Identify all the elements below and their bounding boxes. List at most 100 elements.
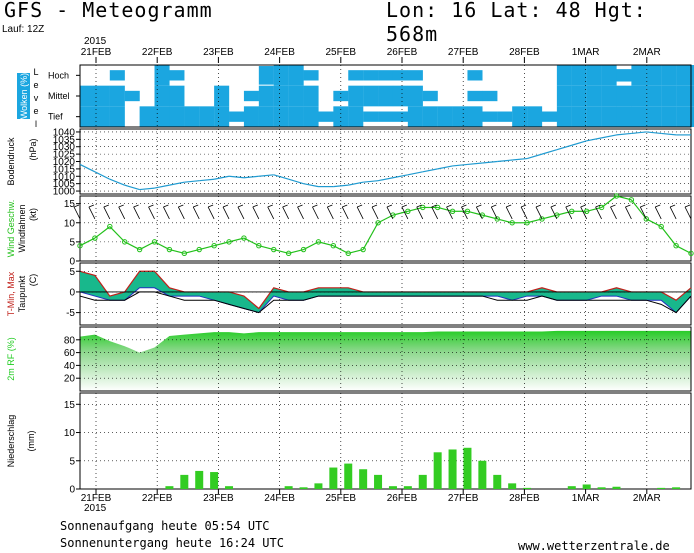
cloud-cell xyxy=(258,106,274,127)
cloud-cell xyxy=(94,106,110,127)
cloud-cell xyxy=(229,111,245,122)
wind-barb xyxy=(252,206,260,220)
cloud-cell xyxy=(154,65,170,86)
cloud-cell xyxy=(392,85,408,107)
pressure-line-segment xyxy=(288,178,304,185)
wind-barb xyxy=(535,206,543,220)
wind-line-segment xyxy=(94,226,111,239)
wind-ytick-label: 5 xyxy=(69,237,75,248)
precip-bar xyxy=(225,486,234,489)
pressure-line-segment xyxy=(422,168,438,173)
wind-line-segment xyxy=(646,218,662,228)
wind-barb-feather xyxy=(431,204,437,208)
precip-unit: (mm) xyxy=(26,431,36,452)
cloud-cell xyxy=(556,106,572,127)
wind-point xyxy=(673,243,679,249)
wind-barb-feather xyxy=(580,204,586,208)
pressure-ytick-label: 1015 xyxy=(53,164,76,175)
wind-ylabel2: Windfahnen xyxy=(17,204,27,252)
wind-barb xyxy=(192,206,200,220)
cloud-ylabel: Wolken (%) xyxy=(19,73,29,119)
cloud-cell xyxy=(318,111,334,122)
pressure-line-segment xyxy=(303,183,319,188)
precip-bar xyxy=(567,486,576,489)
cloud-cell xyxy=(199,106,215,127)
date-label-bottom: 24FEB xyxy=(264,493,295,504)
source-link[interactable]: www.wetterzentrale.de xyxy=(518,539,670,553)
cloud-cell xyxy=(348,70,364,81)
cloud-cell xyxy=(273,85,289,107)
wind-point xyxy=(136,246,143,253)
wind-barb xyxy=(237,206,245,220)
pressure-line-segment xyxy=(392,174,408,179)
temperature-ytick-label: 0 xyxy=(69,287,75,298)
cloud-level-label: Hoch xyxy=(48,70,69,80)
cloud-cell xyxy=(676,65,692,86)
rh-area xyxy=(80,330,691,391)
cloud-cell xyxy=(243,106,259,127)
wind-barb-feather xyxy=(401,204,408,208)
wind-point xyxy=(122,239,128,245)
wind-unit: (kt) xyxy=(28,208,38,221)
wind-barb-feather xyxy=(103,204,109,208)
cloud-cell xyxy=(452,106,468,127)
wind-barb-feather xyxy=(491,204,497,208)
date-label-top: 28FEB xyxy=(509,47,540,58)
precip-bar xyxy=(403,486,412,489)
wind-line-segment xyxy=(675,245,692,254)
cloud-cell xyxy=(422,90,438,102)
cloud-cell xyxy=(631,85,647,107)
wind-barb xyxy=(610,206,617,220)
wind-barb-feather xyxy=(446,204,452,208)
wind-barb xyxy=(341,206,349,220)
precipitation-ytick-label: 5 xyxy=(69,456,75,467)
wind-point xyxy=(375,220,381,226)
wind-barb-feather xyxy=(297,204,303,208)
cloud-cell xyxy=(646,106,662,127)
wind-line-segment xyxy=(139,241,155,251)
wind-barb xyxy=(625,206,632,220)
temp-unit: (C) xyxy=(28,274,38,287)
pressure-line-segment xyxy=(94,171,111,180)
temperature-ytick-label: 5 xyxy=(69,267,75,278)
pressure-line-segment xyxy=(571,140,587,146)
cloud-cell xyxy=(691,85,694,107)
pressure-line-segment xyxy=(154,184,170,189)
precip-bar xyxy=(597,487,606,489)
wind-barb-feather xyxy=(327,204,333,208)
pressure-line-segment xyxy=(497,159,513,163)
wind-barb xyxy=(639,206,647,220)
pressure-ytick-label: 1030 xyxy=(53,142,76,153)
wind-barb xyxy=(312,206,319,220)
precip-bar xyxy=(195,470,204,489)
cloud-cell xyxy=(407,70,423,81)
cloud-cell xyxy=(661,65,677,86)
level-axis-letter: v xyxy=(34,93,39,103)
wind-line-segment xyxy=(243,237,260,247)
cloud-cell xyxy=(407,106,423,127)
wind-barb-feather xyxy=(207,204,214,208)
cloud-cell xyxy=(154,106,170,127)
cloud-cell xyxy=(631,65,647,86)
wind-barb xyxy=(461,206,468,220)
cloud-cell xyxy=(184,106,200,127)
date-label-top: 1MAR xyxy=(572,47,600,58)
wind-barb-feather xyxy=(386,204,393,208)
cloud-cell xyxy=(467,70,483,81)
date-label-top: 26FEB xyxy=(387,47,418,58)
wind-line-segment xyxy=(660,226,677,247)
cloud-cell xyxy=(691,65,694,86)
cloud-cell xyxy=(258,66,274,85)
wind-barb-feather xyxy=(222,204,229,208)
pressure-line-segment xyxy=(348,181,364,186)
pressure-line-segment xyxy=(109,178,125,186)
wind-barb xyxy=(490,206,498,220)
wind-barb-feather xyxy=(640,204,646,208)
pressure-line-segment xyxy=(199,178,215,182)
level-axis-letter: l xyxy=(35,119,37,129)
cloud-cell xyxy=(571,85,587,107)
wind-barb-feather xyxy=(625,204,631,208)
wind-barb xyxy=(580,206,588,220)
pressure-line-segment xyxy=(646,131,662,135)
